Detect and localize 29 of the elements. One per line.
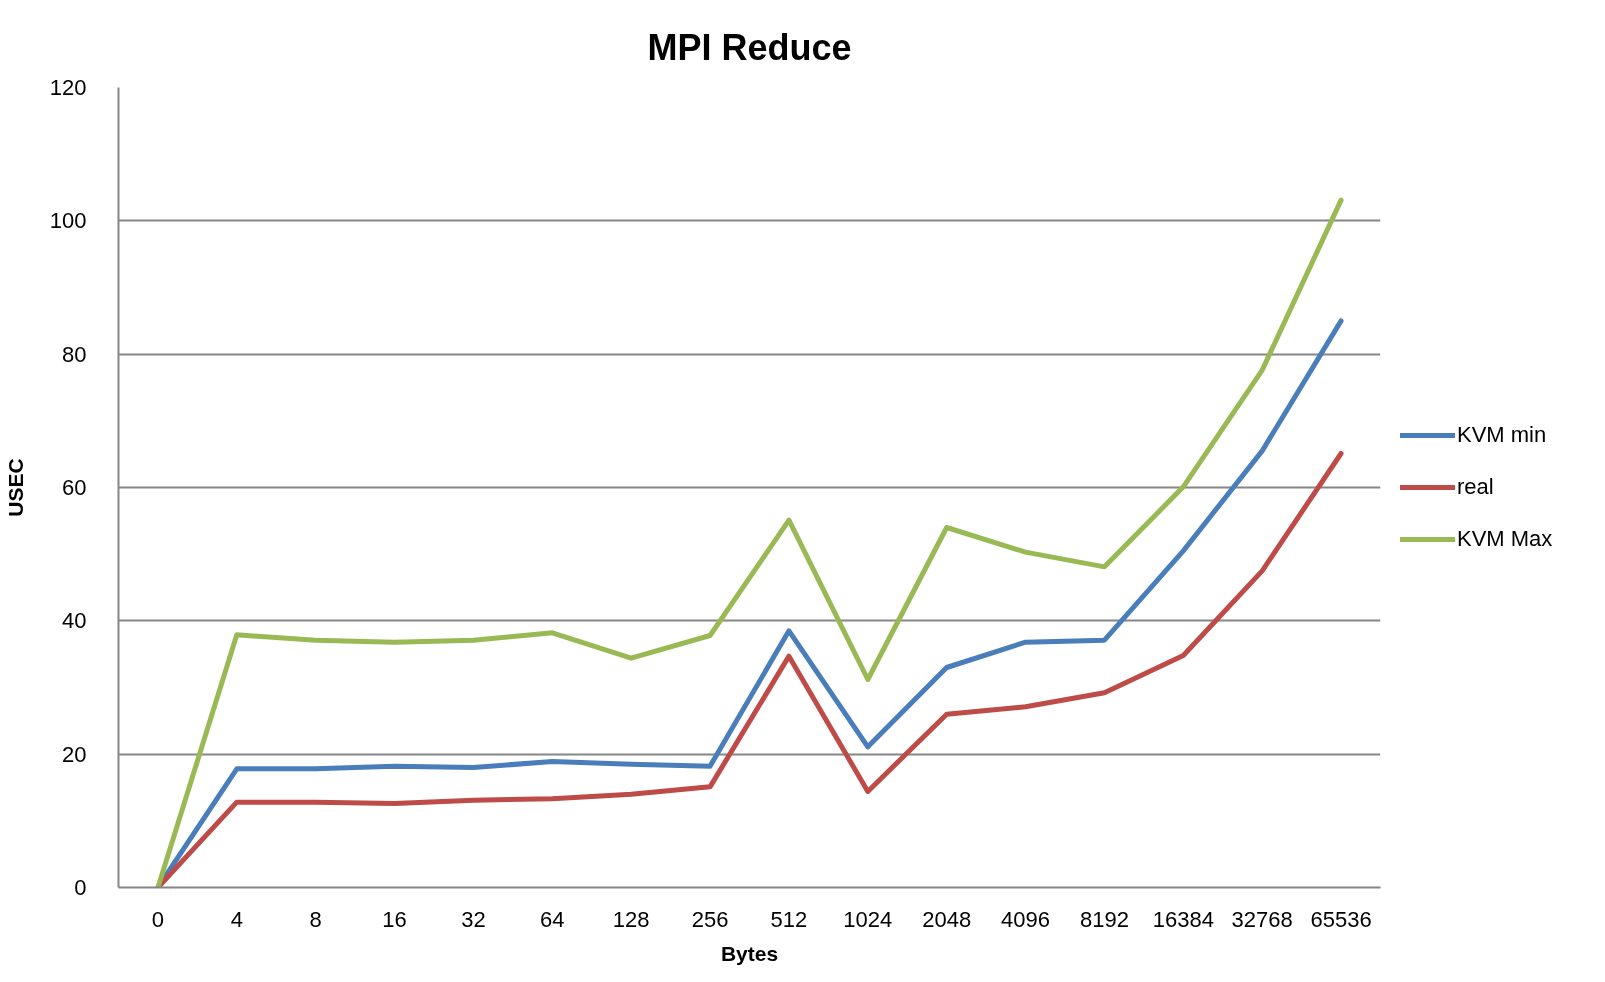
y-tick-label: 80 <box>62 341 87 367</box>
y-tick-label: 100 <box>49 208 87 234</box>
legend-label: KVM Max <box>1457 526 1553 552</box>
y-axis-title: USEC <box>3 458 27 517</box>
x-tick-label: 256 <box>691 906 729 932</box>
x-tick-label: 4096 <box>1001 906 1051 932</box>
x-tick-label: 64 <box>540 906 565 932</box>
x-tick-label: 16384 <box>1152 906 1214 932</box>
x-tick-label: 512 <box>770 906 808 932</box>
y-tick-label: 60 <box>62 475 87 500</box>
x-tick-label: 0 <box>151 906 165 932</box>
x-tick-label: 65536 <box>1310 906 1372 932</box>
y-tick-label: 40 <box>62 608 87 634</box>
x-tick-label: 1024 <box>843 906 893 932</box>
y-tick-label: 20 <box>62 741 87 767</box>
y-tick-label: 120 <box>49 75 87 100</box>
y-tick-label: 0 <box>74 875 87 900</box>
x-tick-label: 8192 <box>1079 906 1129 932</box>
x-tick-label: 32768 <box>1231 906 1293 932</box>
legend-label: KVM min <box>1457 422 1547 448</box>
chart-title: MPI Reduce <box>647 26 852 68</box>
x-tick-label: 8 <box>309 906 322 932</box>
x-axis-title: Bytes <box>720 941 779 965</box>
x-tick-label: 128 <box>612 906 650 932</box>
x-tick-label: 32 <box>461 906 486 932</box>
x-tick-label: 2048 <box>922 906 972 932</box>
legend-label: real <box>1457 474 1494 500</box>
x-tick-label: 16 <box>382 906 407 932</box>
x-tick-label: 4 <box>230 906 243 932</box>
